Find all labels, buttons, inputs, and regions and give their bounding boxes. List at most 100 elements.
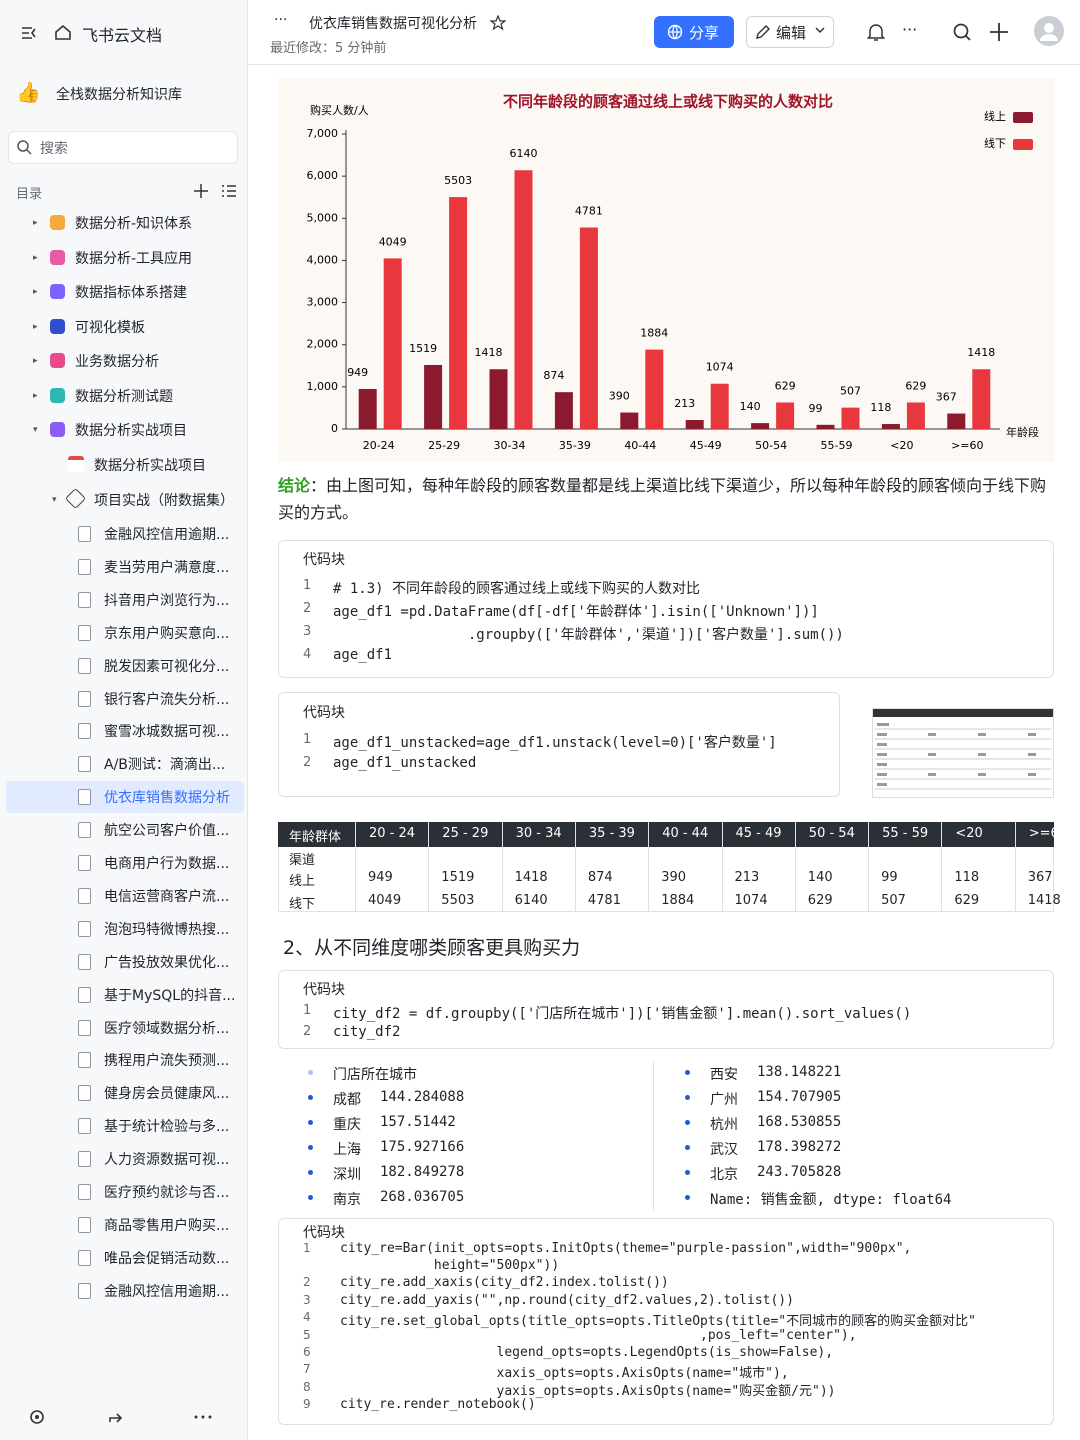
doc-item[interactable]: 基于统计检验与多... <box>104 1119 230 1136</box>
breadcrumb-more[interactable]: ··· <box>274 12 288 28</box>
table-cell: 1418 <box>514 870 548 885</box>
output-value: 268.036705 <box>380 1189 465 1205</box>
table-cell: 213 <box>734 870 760 885</box>
code-block-label: 代码块 <box>303 982 345 998</box>
doc-item[interactable]: 航空公司客户价值... <box>104 823 230 840</box>
col-divider <box>941 822 943 912</box>
toc-item[interactable]: 数据分析-工具应用 <box>75 250 193 267</box>
doc-item[interactable]: 医疗预约就诊与否... <box>104 1185 230 1201</box>
doc-item[interactable]: A/B测试：滴滴出... <box>104 757 226 774</box>
table-cell: 1418 <box>1027 893 1061 908</box>
doc-item[interactable]: 银行客户流失分析... <box>104 691 230 708</box>
star-icon[interactable] <box>490 15 506 31</box>
toc-item[interactable]: 数据指标体系搭建 <box>75 285 187 301</box>
doc-icon <box>78 1151 91 1168</box>
toc-item[interactable]: 数据分析实战项目 <box>94 458 206 474</box>
toc-label: 目录 <box>16 187 43 202</box>
doc-item[interactable]: 蜜雪冰城数据可视... <box>104 724 230 741</box>
doc-item[interactable]: 优衣库销售数据分析 <box>104 790 230 807</box>
data-label: 390 <box>609 390 630 403</box>
col-divider <box>501 822 503 912</box>
doc-item[interactable]: 电商用户行为数据... <box>104 856 230 872</box>
doc-item[interactable]: 基于MySQL的抖音... <box>104 987 236 1004</box>
doc-item[interactable]: 金融风控信用逾期... <box>104 527 230 543</box>
doc-item[interactable]: 携程用户流失预测... <box>104 1053 230 1070</box>
col-divider <box>868 822 870 912</box>
code-block-label: 代码块 <box>303 1225 345 1241</box>
code-line: city_df2 <box>333 1023 401 1040</box>
doc-item[interactable]: 泡泡玛特微博热搜... <box>104 921 230 938</box>
bullet <box>308 1095 313 1100</box>
legend-swatch <box>1013 112 1033 123</box>
avatar[interactable] <box>1034 16 1064 46</box>
doc-item[interactable]: 麦当劳用户满意度... <box>104 559 230 576</box>
output-key: 西安 <box>710 1067 738 1083</box>
expand-arrow[interactable]: ▾ <box>33 425 38 435</box>
doc-item[interactable]: 人力资源数据可视... <box>104 1152 230 1169</box>
table-cell: 4049 <box>368 893 402 908</box>
doc-item[interactable]: 商品零售用户购买... <box>104 1217 230 1234</box>
doc-item[interactable]: 唯品会促销活动数... <box>104 1250 230 1267</box>
data-label: 213 <box>674 397 695 410</box>
data-label: 140 <box>740 400 761 413</box>
table-cell: 140 <box>807 870 833 885</box>
doc-icon <box>78 1118 91 1135</box>
header-menu[interactable]: ··· <box>902 20 918 39</box>
share-button[interactable] <box>654 16 734 48</box>
edit-button[interactable] <box>746 16 834 48</box>
sidebar-footer-icons[interactable] <box>28 1408 228 1428</box>
doc-item[interactable]: 健身房会员健康风... <box>104 1086 230 1103</box>
doc-item[interactable]: 抖音用户浏览行为... <box>104 592 230 609</box>
bell-icon[interactable] <box>866 22 886 42</box>
header-icons[interactable] <box>952 22 1012 42</box>
toc-actions[interactable] <box>193 183 237 199</box>
collapse-icon[interactable] <box>20 24 38 42</box>
expand-arrow[interactable]: ▸ <box>33 287 38 297</box>
code-line: city_re=Bar(init_opts=opts.InitOpts(them… <box>340 1240 912 1256</box>
bar <box>449 197 468 429</box>
data-label: 4049 <box>379 235 407 248</box>
code-line: .groupby(['年龄群体','渠道'])['客户数量'].sum()) <box>333 626 844 643</box>
doc-item[interactable]: 京东用户购买意向... <box>104 625 230 642</box>
x-tick-label: >=60 <box>951 439 983 452</box>
toc-item[interactable]: 可视化模板 <box>75 319 145 336</box>
expand-arrow[interactable]: ▾ <box>52 494 57 505</box>
legend-swatch <box>1013 139 1033 150</box>
output-value: 157.51442 <box>380 1114 456 1130</box>
item-icon <box>50 215 65 230</box>
doc-item[interactable]: 医疗领域数据分析... <box>104 1020 230 1037</box>
toc-item[interactable]: 项目实战（附数据集） <box>94 492 234 509</box>
doc-item[interactable]: 脱发因素可视化分... <box>104 658 230 675</box>
col-divider <box>428 822 430 912</box>
toc-item[interactable]: 数据分析-知识体系 <box>75 216 193 232</box>
toc-item[interactable]: 业务数据分析 <box>75 354 159 370</box>
code-block <box>278 692 840 797</box>
search-box[interactable] <box>8 131 238 164</box>
doc-item[interactable]: 广告投放效果优化... <box>104 954 230 971</box>
expand-arrow[interactable]: ▸ <box>33 252 38 263</box>
bar <box>776 402 795 429</box>
edit-label[interactable]: 编辑 <box>776 24 807 42</box>
share-label[interactable]: 分享 <box>689 24 720 42</box>
data-label: 507 <box>840 385 861 398</box>
expand-arrow[interactable]: ▸ <box>33 356 38 366</box>
doc-item[interactable]: 电信运营商客户流... <box>104 888 230 905</box>
code-line: age_df1 <box>333 646 393 663</box>
x-tick-label: 50-54 <box>755 439 787 452</box>
col-divider <box>574 822 576 912</box>
expand-arrow[interactable]: ▸ <box>33 321 38 332</box>
toc-item[interactable]: 数据分析测试题 <box>75 388 173 405</box>
item-icon <box>50 249 65 265</box>
table-header-cell: 30 - 34 <box>515 826 562 841</box>
conclusion-label: 结论 <box>278 476 311 495</box>
y-tick-label: 6,000 <box>307 169 339 182</box>
doc-icon <box>78 558 91 575</box>
home-icon[interactable] <box>54 23 72 41</box>
expand-arrow[interactable]: ▸ <box>33 218 38 228</box>
toc-item[interactable]: 数据分析实战项目 <box>75 423 187 439</box>
expand-arrow[interactable]: ▸ <box>33 390 38 401</box>
doc-icon <box>78 690 91 707</box>
item-icon <box>50 284 65 299</box>
space-name[interactable]: 全栈数据分析知识库 <box>56 87 182 103</box>
doc-item[interactable]: 金融风控信用逾期... <box>104 1283 230 1300</box>
